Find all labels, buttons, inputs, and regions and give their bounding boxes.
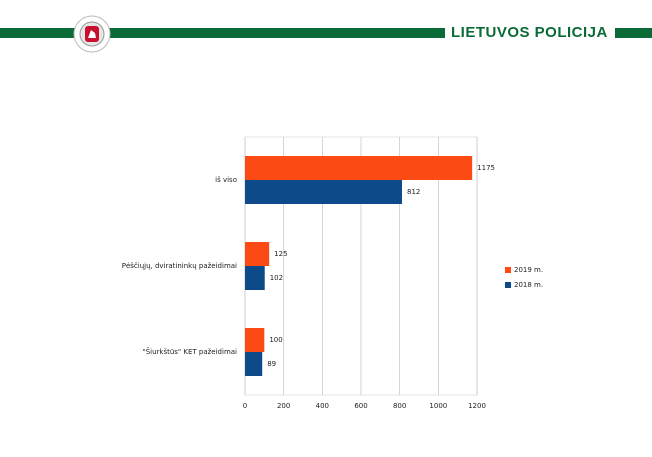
bar <box>245 242 270 266</box>
x-tick-label: 1000 <box>429 402 447 410</box>
x-tick-label: 200 <box>277 402 290 410</box>
value-label: 125 <box>274 250 287 258</box>
bar <box>245 156 473 180</box>
x-tick-label: 400 <box>316 402 329 410</box>
y-tick-label: iš viso <box>215 176 237 184</box>
bar <box>245 180 402 204</box>
y-tick-label: "Šiurkštūs" KET pažeidimai <box>142 347 237 356</box>
bar <box>245 352 263 376</box>
header-title: LIETUVOS POLICIJA <box>451 24 608 41</box>
x-tick-label: 800 <box>393 402 406 410</box>
value-label: 100 <box>269 336 282 344</box>
value-label: 1175 <box>477 164 495 172</box>
bar <box>245 266 265 290</box>
bar <box>245 328 265 352</box>
header-bar <box>0 28 445 38</box>
legend-swatch <box>505 267 511 273</box>
header-bar <box>615 28 652 38</box>
x-tick-label: 600 <box>354 402 367 410</box>
logo <box>73 15 111 53</box>
y-tick-label: Pėščiųjų, dviratininkų pažeidimai <box>122 262 237 270</box>
value-label: 102 <box>270 274 283 282</box>
legend-label: 2018 m. <box>514 281 543 289</box>
chart: 0 200 400 600 800 1000 1200 iš viso 1175 812 Pėšči… <box>122 137 543 410</box>
legend-label: 2019 m. <box>514 266 543 274</box>
value-label: 812 <box>407 188 420 196</box>
x-tick-label: 1200 <box>468 402 486 410</box>
x-tick-label: 0 <box>243 402 247 410</box>
value-label: 89 <box>267 360 276 368</box>
legend-swatch <box>505 282 511 288</box>
